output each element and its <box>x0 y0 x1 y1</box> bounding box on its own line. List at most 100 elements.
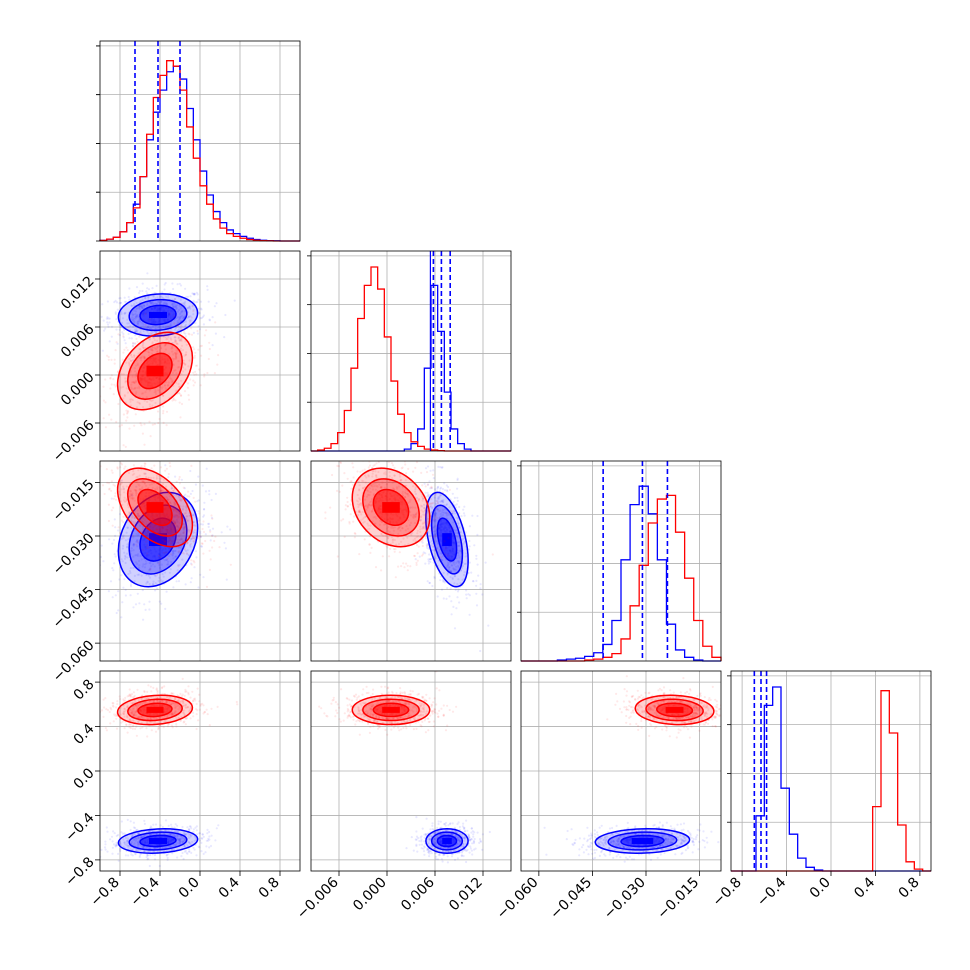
scatter-point <box>424 491 427 494</box>
scatter-point <box>424 522 427 525</box>
scatter-point <box>146 580 149 583</box>
scatter-point <box>194 533 198 536</box>
scatter-point <box>378 483 381 486</box>
panel-frame <box>310 460 512 662</box>
scatter-point <box>191 292 194 295</box>
scatter-point <box>202 576 205 579</box>
contour-line <box>425 491 469 588</box>
scatter-point <box>419 519 422 522</box>
scatter-point <box>135 540 138 543</box>
scatter-point <box>176 699 179 702</box>
scatter-point <box>172 489 175 492</box>
scatter-point <box>180 855 183 858</box>
scatter-point <box>211 546 214 549</box>
scatter-point <box>120 373 123 376</box>
scatter-point <box>134 310 137 313</box>
scatter-point <box>419 518 423 522</box>
scatter-point <box>141 289 144 293</box>
scatter-point <box>142 521 145 524</box>
scatter-point <box>141 306 144 309</box>
scatter-point <box>186 327 189 330</box>
scatter-point <box>155 528 158 532</box>
scatter-point <box>123 841 126 844</box>
scatter-point <box>447 568 450 571</box>
scatter-point <box>468 594 471 597</box>
scatter-point <box>138 854 141 857</box>
scatter-point <box>152 583 155 586</box>
scatter-point <box>135 315 138 318</box>
scatter-point <box>125 844 128 847</box>
scatter-point <box>184 323 187 326</box>
scatter-point <box>159 477 162 480</box>
scatter-point <box>384 471 387 474</box>
scatter-point <box>154 302 157 305</box>
scatter-point <box>209 529 212 532</box>
scatter-point <box>481 593 484 596</box>
scatter-point <box>353 536 356 539</box>
scatter-point <box>122 336 125 339</box>
scatter-point <box>190 577 193 580</box>
scatter-point <box>134 413 137 416</box>
scatter-point <box>110 509 113 512</box>
scatter-point <box>412 513 415 516</box>
scatter-point <box>353 532 356 535</box>
scatter-point <box>117 859 120 862</box>
scatter-point <box>434 535 437 539</box>
scatter-point <box>414 492 417 496</box>
scatter-point <box>135 734 138 737</box>
scatter-point <box>115 301 119 304</box>
scatter-point <box>165 558 168 562</box>
scatter-point <box>186 541 189 545</box>
scatter-point <box>157 847 160 850</box>
scatter-point <box>443 581 446 584</box>
scatter-point <box>368 487 371 490</box>
scatter-point <box>143 356 146 359</box>
scatter-point <box>361 487 365 490</box>
scatter-point <box>367 466 370 469</box>
contour-line <box>117 828 199 854</box>
scatter-point <box>123 500 127 503</box>
scatter-point <box>160 536 163 539</box>
scatter-point <box>414 515 417 518</box>
scatter-point <box>134 379 137 382</box>
density-peak <box>146 365 164 377</box>
scatter-point <box>213 539 216 543</box>
scatter-point <box>167 563 170 566</box>
scatter-point <box>181 507 184 511</box>
scatter-point <box>135 494 138 497</box>
scatter-point <box>168 555 171 558</box>
scatter-point <box>158 528 161 531</box>
scatter-point <box>126 411 129 414</box>
scatter-point <box>336 464 339 467</box>
scatter-point <box>122 712 125 716</box>
scatter-point <box>182 857 185 861</box>
scatter-point <box>163 332 167 336</box>
scatter-point <box>432 501 435 505</box>
scatter-point <box>122 845 125 848</box>
scatter-point <box>138 289 141 293</box>
scatter-point <box>429 505 433 508</box>
scatter-point <box>130 494 133 497</box>
scatter-point <box>164 829 167 832</box>
scatter-point <box>117 370 120 373</box>
scatter-point <box>119 301 122 304</box>
scatter-point <box>151 287 154 290</box>
scatter-point <box>184 688 187 692</box>
scatter-point <box>179 331 182 334</box>
scatter-point <box>164 301 167 304</box>
scatter-point <box>149 301 152 304</box>
scatter-point <box>427 494 430 497</box>
scatter-point <box>174 539 177 542</box>
scatter-point <box>379 486 382 489</box>
scatter-point <box>208 522 211 526</box>
scatter-point <box>169 377 172 380</box>
scatter-point <box>198 328 202 331</box>
scatter-point <box>138 385 141 388</box>
scatter-point <box>133 367 136 370</box>
scatter-point <box>428 558 431 561</box>
scatter-point <box>150 483 153 486</box>
scatter-point <box>204 490 208 493</box>
scatter-point <box>153 346 156 349</box>
scatter-point <box>128 726 131 729</box>
scatter-point <box>199 300 203 303</box>
